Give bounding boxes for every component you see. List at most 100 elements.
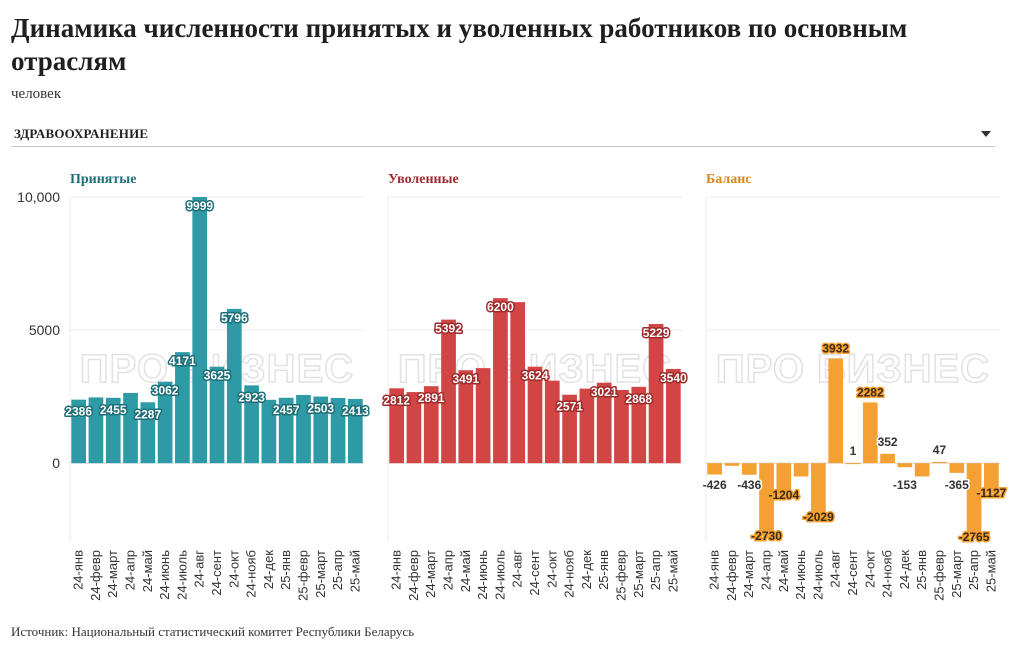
bar[interactable] <box>140 402 156 464</box>
bar[interactable] <box>226 308 242 464</box>
bar[interactable] <box>845 463 861 465</box>
bar[interactable] <box>631 386 647 464</box>
bar[interactable] <box>423 386 439 464</box>
bar[interactable] <box>105 397 121 464</box>
x-tick-label: 24-май <box>776 550 791 592</box>
bar[interactable] <box>157 381 173 464</box>
bar[interactable] <box>984 463 999 494</box>
x-tick-label: 24-окт <box>862 550 877 588</box>
data-label: 2868 <box>625 392 652 406</box>
bar[interactable] <box>192 197 208 464</box>
x-tick-label: 24-сент <box>845 550 860 596</box>
bar[interactable] <box>828 358 844 464</box>
bar[interactable] <box>71 399 86 464</box>
bar[interactable] <box>544 380 560 464</box>
x-tick-label: 25-февр <box>931 550 946 601</box>
data-label: 3491 <box>452 372 479 386</box>
x-tick-label: 25-февр <box>295 550 310 601</box>
x-tick-label: 24-апр <box>123 550 138 590</box>
bar[interactable] <box>278 397 294 464</box>
x-tick-label: 25-янв <box>596 550 611 590</box>
x-tick-label: 24-окт <box>226 550 241 588</box>
bar[interactable] <box>579 388 595 464</box>
bar[interactable] <box>562 394 577 464</box>
x-tick-label: 24-нояб <box>880 550 895 598</box>
y-tick-label: 0 <box>52 455 60 471</box>
x-tick-label: 25-март <box>313 550 328 598</box>
bar[interactable] <box>666 368 681 464</box>
chevron-down-icon[interactable] <box>981 131 991 137</box>
data-label: 2282 <box>857 385 884 399</box>
x-tick-label: 24-март <box>741 550 756 598</box>
data-label: 352 <box>878 435 898 449</box>
data-label: -436 <box>737 478 761 492</box>
chart-title: Динамика численности принятых и уволенны… <box>11 13 908 76</box>
data-label: 2812 <box>383 393 410 407</box>
bar[interactable] <box>175 352 190 464</box>
x-tick-label: 25-апр <box>966 550 981 590</box>
x-tick-label: 24-нояб <box>244 550 259 598</box>
bar[interactable] <box>793 463 809 477</box>
x-tick-label: 24-окт <box>544 550 559 588</box>
bar[interactable] <box>493 298 508 464</box>
data-label: -2730 <box>751 529 782 543</box>
bar[interactable] <box>209 366 225 464</box>
bar[interactable] <box>441 319 456 464</box>
bar[interactable] <box>914 463 930 477</box>
bar[interactable] <box>759 463 774 536</box>
x-tick-label: 25-янв <box>914 550 929 590</box>
x-tick-label: 24-авг <box>828 550 843 588</box>
bar[interactable] <box>475 368 491 464</box>
bar[interactable] <box>648 323 664 464</box>
x-tick-label: 24-февр <box>724 550 739 601</box>
bar[interactable] <box>458 370 474 464</box>
data-label: -365 <box>945 478 969 492</box>
bar[interactable] <box>313 396 329 464</box>
bar[interactable] <box>596 382 612 464</box>
data-label: -426 <box>703 478 727 492</box>
y-tick-label: 10,000 <box>17 189 60 205</box>
bar[interactable] <box>261 399 277 464</box>
x-tick-label: 24-июль <box>810 550 825 600</box>
bar[interactable] <box>527 366 543 464</box>
bar[interactable] <box>614 389 629 464</box>
bar[interactable] <box>966 463 982 537</box>
bar[interactable] <box>406 392 422 464</box>
x-tick-label: 24-май <box>140 550 155 592</box>
data-label: -1127 <box>976 486 1006 500</box>
bar[interactable] <box>348 398 363 464</box>
bar[interactable] <box>123 392 138 464</box>
bar[interactable] <box>88 397 104 464</box>
bar[interactable] <box>880 453 895 464</box>
bar[interactable] <box>707 463 722 475</box>
bar[interactable] <box>949 463 965 473</box>
data-label: 3540 <box>660 371 687 385</box>
x-tick-label: 24-июнь <box>157 550 172 600</box>
bar[interactable] <box>811 463 826 518</box>
x-tick-label: 25-март <box>631 550 646 598</box>
industry-select[interactable]: ЗДРАВООХРАНЕНИЕ <box>11 122 995 147</box>
x-tick-label: 24-янв <box>389 550 404 590</box>
bar[interactable] <box>244 385 259 464</box>
bar[interactable] <box>897 463 913 468</box>
x-tick-label: 24-сент <box>209 550 224 596</box>
bar[interactable] <box>932 461 947 464</box>
bar[interactable] <box>776 463 792 496</box>
bar[interactable] <box>510 302 526 464</box>
bar[interactable] <box>741 463 757 475</box>
bar[interactable] <box>862 402 878 464</box>
bar[interactable] <box>389 388 404 464</box>
small-multiples-bar-chart: 10,000 5000 0 ПРО БИЗНЕС Принятые 2386 2455 228… <box>17 172 1008 601</box>
x-tick-label: 24-авг <box>510 550 525 588</box>
bar[interactable] <box>330 397 346 464</box>
bar[interactable] <box>296 395 311 464</box>
data-label: 2413 <box>342 404 369 418</box>
x-tick-label: 25-март <box>949 550 964 598</box>
data-label: 2287 <box>134 407 161 421</box>
data-label: 2457 <box>273 403 300 417</box>
watermark-text: ПРО БИЗНЕС <box>716 347 990 391</box>
bar[interactable] <box>724 463 740 466</box>
x-tick-label: 24-янв <box>71 550 86 590</box>
data-label: 3625 <box>204 369 231 383</box>
x-tick-label: 24-апр <box>441 550 456 590</box>
